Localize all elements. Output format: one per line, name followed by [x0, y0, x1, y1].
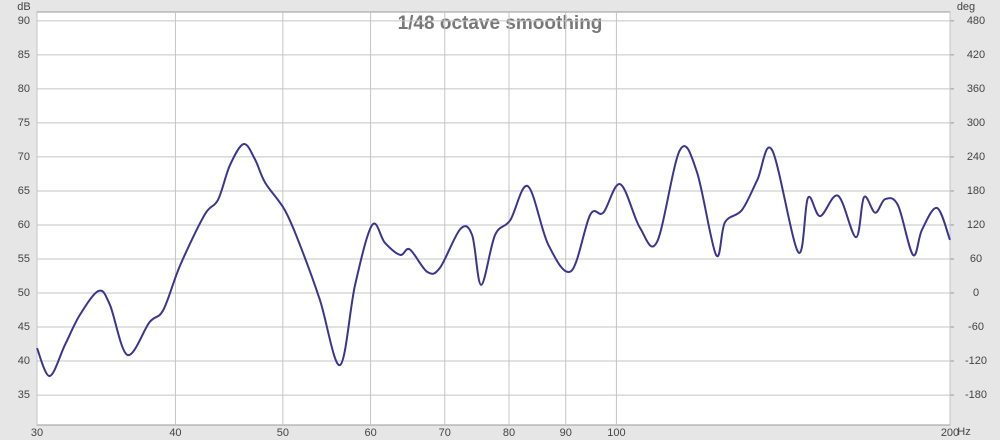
x-tick-label: 60 [364, 427, 376, 439]
x-tick-label: 100 [607, 427, 625, 439]
x-tick-label: 30 [31, 427, 43, 439]
y-tick-label: 50 [18, 287, 30, 299]
y-tick-label: 80 [18, 83, 30, 95]
x-tick-label: 40 [169, 427, 181, 439]
y-tick-label: 90 [18, 15, 30, 27]
y-tick-label: 75 [18, 117, 30, 129]
y2-tick-label: 480 [967, 15, 985, 27]
y-axis-label: dB [17, 1, 30, 13]
chart-title: 1/48 octave smoothing [398, 13, 603, 34]
plot-area [36, 11, 951, 426]
y-tick-label: 35 [18, 389, 30, 401]
x-tick-label: 90 [560, 427, 572, 439]
x-tick-label: 200 [941, 427, 959, 439]
y2-tick-label: 240 [967, 151, 985, 163]
y2-tick-label: -180 [965, 389, 987, 401]
response-line [36, 142, 951, 378]
y-tick-label: 65 [18, 185, 30, 197]
y-tick-label: 85 [18, 49, 30, 61]
y-tick-label: 45 [18, 321, 30, 333]
y2-tick-label: -120 [965, 355, 987, 367]
y2-tick-label: 180 [967, 185, 985, 197]
y2-tick-label: 60 [970, 253, 982, 265]
y-tick-label: 70 [18, 151, 30, 163]
y2-tick-label: 420 [967, 49, 985, 61]
y2-tick-label: 300 [967, 117, 985, 129]
y2-tick-label: 360 [967, 83, 985, 95]
x-tick-label: 70 [439, 427, 451, 439]
y-tick-label: 40 [18, 355, 30, 367]
y2-tick-label: -60 [968, 321, 984, 333]
y-tick-label: 55 [18, 253, 30, 265]
y-tick-label: 60 [18, 219, 30, 231]
y2-tick-label: 0 [973, 287, 979, 299]
y2-tick-label: 120 [967, 219, 985, 231]
x-tick-label: 50 [277, 427, 289, 439]
x-axis-label: Hz [957, 426, 970, 438]
y2-axis-label: deg [957, 1, 975, 13]
x-tick-label: 80 [503, 427, 515, 439]
